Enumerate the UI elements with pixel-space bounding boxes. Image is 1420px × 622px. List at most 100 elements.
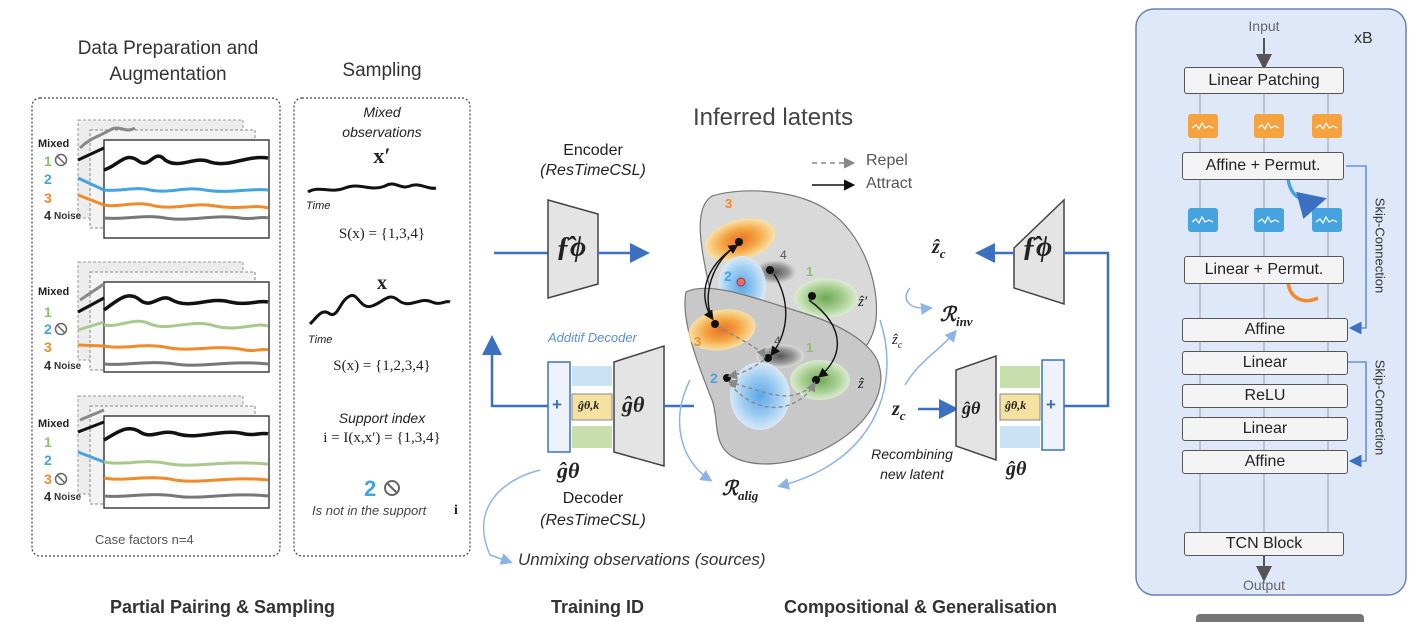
sampling-title: Sampling <box>342 60 422 81</box>
right-plus-box <box>1041 359 1065 451</box>
signal-x-prime <box>307 182 437 194</box>
f-phi-symbol: ƒ̂ϕ <box>1022 232 1053 263</box>
linear-patching-block: Linear Patching <box>1184 67 1344 94</box>
right-encoder-trapezoid <box>1013 198 1065 306</box>
factor-label-1: 1 <box>44 304 52 320</box>
decoder-name: (ResTimeCSL) <box>540 512 646 529</box>
recombining-label-line1: Recombining <box>871 446 953 462</box>
f-phi-symbol: ƒ̂ϕ <box>556 232 587 263</box>
patch-icons-orange <box>1188 114 1342 138</box>
x-prime-symbol: x′ <box>373 143 391 168</box>
factor-label-1: 1 <box>44 434 52 450</box>
encoder-name: (ResTimeCSL) <box>540 162 646 179</box>
skip-connection-line-2 <box>1346 361 1367 468</box>
inferred-latents-title: Inferred latents <box>693 104 854 131</box>
latent-num: 1 <box>806 340 814 355</box>
z-c-symbol: zc <box>892 398 906 423</box>
g-theta-symbol: ĝθ <box>622 392 645 417</box>
latent-num: 3 <box>725 196 733 211</box>
not-in-support-i: i <box>454 503 458 518</box>
factor-label-3: 3 <box>44 471 52 487</box>
factor-label-2: 2 <box>44 321 52 337</box>
latent-num: 2 <box>724 268 732 284</box>
affine-permut-block: Affine + Permut. <box>1182 152 1344 180</box>
latent-num: 2 <box>710 370 718 386</box>
decoder-block-green <box>572 426 612 448</box>
g-theta-k-symbol: ĝθ,k <box>1005 398 1027 412</box>
sampling-panel <box>293 97 471 557</box>
not-in-support-number: 2 <box>364 476 377 501</box>
g-theta-k-symbol: ĝθ,k <box>578 398 600 412</box>
mixed-panel-3 <box>77 395 270 509</box>
plus-symbol: + <box>1046 395 1056 414</box>
factor-label-2: 2 <box>44 171 52 187</box>
right-decoder-block-yellow <box>999 393 1041 421</box>
latent-space <box>684 190 882 465</box>
repel-label: Repel <box>866 152 908 169</box>
encoder-trapezoid <box>547 199 599 299</box>
factor-label-4: 4 <box>44 358 52 373</box>
z-prime-label: ẑ′ <box>858 294 868 310</box>
prohibited-icon <box>384 480 400 496</box>
z-c-hat-small: ẑc <box>892 332 903 351</box>
factor-label-3: 3 <box>44 339 52 355</box>
not-in-support-text: Is not in the support <box>312 503 427 518</box>
xb-title: xB <box>1354 30 1373 47</box>
mixed-label: Mixed <box>38 418 70 430</box>
training-id-title: Training ID <box>551 597 645 617</box>
patch-icons-blue <box>1188 208 1342 232</box>
linear-block: Linear <box>1182 417 1348 441</box>
skip-connection-label: Skip-Connection <box>1372 197 1388 294</box>
z-c-hat-symbol: ẑc <box>932 236 946 261</box>
factor-label-2: 2 <box>44 452 52 468</box>
cluster-blue <box>730 362 790 430</box>
affine-block: Affine <box>1182 318 1348 342</box>
alig-arrow-left <box>678 379 713 482</box>
skip-connection-line-1 <box>1346 165 1367 335</box>
decoder-label: Decoder <box>562 490 624 507</box>
data-prep-title-line1: Data Preparation and <box>77 38 259 59</box>
factor-label-1: 1 <box>44 153 52 169</box>
mixed-panel-1 <box>77 119 270 239</box>
right-decoder-block-green <box>1000 366 1040 388</box>
mixed-panel-2 <box>77 261 270 373</box>
additif-decoder-label: Additif Decoder <box>548 330 637 345</box>
alig-arrow-right <box>777 319 888 490</box>
factor-label-4: 4 <box>44 489 52 504</box>
inv-arrow-bottom <box>904 329 957 386</box>
x-symbol: x <box>377 272 387 294</box>
support-index-formula: i = I(x,x′) = {1,3,4} <box>323 430 441 446</box>
z-hat-label: ẑ <box>858 376 864 392</box>
xb-output-label: Output <box>1242 577 1286 593</box>
factor-label-4: 4 <box>44 208 52 223</box>
partial-pairing-title: Partial Pairing & Sampling <box>110 597 336 617</box>
xb-input-label: Input <box>1248 18 1280 34</box>
support-x: S(x) = {1,2,3,4} <box>333 358 431 374</box>
tcn-block: TCN Block <box>1184 532 1344 556</box>
unmixing-label: Unmixing observations (sources) <box>518 550 766 569</box>
support-index-label: Support index <box>338 410 426 426</box>
right-feedback-line <box>1064 251 1110 408</box>
right-decoder-block-blue <box>1000 426 1040 448</box>
decoder-output-arrow <box>482 335 548 408</box>
cluster-green <box>794 278 858 318</box>
inv-arrow-top <box>905 287 933 315</box>
data-prep-title-line2: Augmentation <box>109 64 227 85</box>
decoder-block-blue <box>572 366 612 386</box>
caption-bar <box>1196 614 1364 622</box>
unmixing-arrow <box>483 469 541 565</box>
recombining-label-line2: new latent <box>880 466 944 482</box>
affine-block: Affine <box>1182 450 1348 474</box>
mixed-label: Mixed <box>38 138 70 150</box>
factor-label-3: 3 <box>44 190 52 206</box>
g-theta-symbol: ĝθ <box>1006 458 1027 480</box>
mixed-label: Mixed <box>38 286 70 298</box>
latent-num: 1 <box>806 264 814 279</box>
permute-arrow-blue <box>1286 177 1327 219</box>
noise-label: Noise <box>54 361 82 372</box>
permute-arrow-orange <box>1286 281 1319 303</box>
plus-symbol: + <box>552 395 562 414</box>
attract-label: Attract <box>866 175 913 192</box>
case-factors-label: Case factors n=4 <box>95 532 194 547</box>
support-x-prime: S(x) = {1,3,4} <box>338 226 426 242</box>
